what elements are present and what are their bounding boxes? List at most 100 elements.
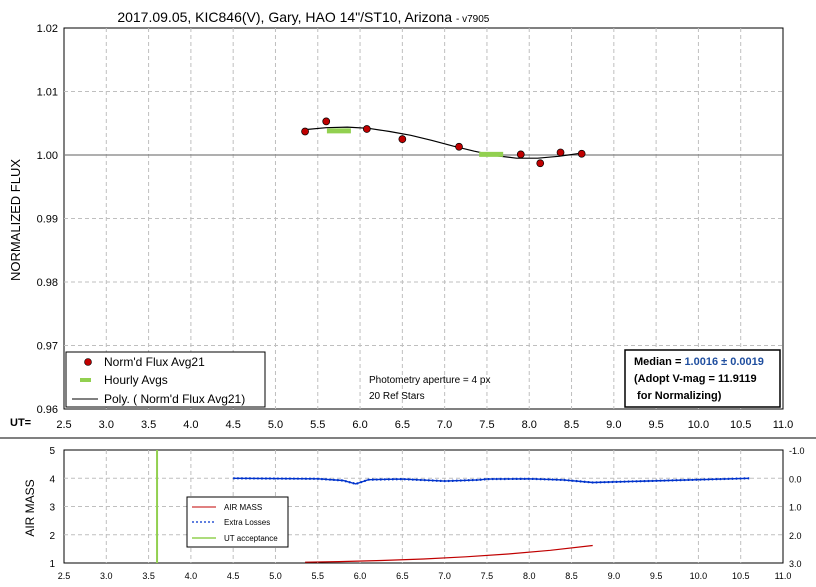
extra-losses-points: [233, 477, 750, 486]
flux-x-tick-label: 9.0: [606, 419, 621, 431]
flux-x-tick-label: 4.0: [183, 419, 198, 431]
airmass-x-tick-label: 8.0: [523, 571, 536, 581]
airmass-x-tick-label: 2.5: [58, 571, 71, 581]
legend-poly-label: Poly. ( Norm'd Flux Avg21): [104, 392, 245, 406]
losses-y-ticks: -1.0 0.0 1.0 2.0 3.0: [789, 446, 805, 569]
airmass-y-tick-label: 5: [49, 446, 55, 457]
airmass-panel: 5 4 3 2 1 -1.0 0.0 1.0 2.0 3.0 2.5 3.0 3.5 4.0 4.5 5.…: [23, 446, 805, 581]
green-dash-icon: [80, 378, 91, 382]
flux-point: [556, 148, 565, 157]
airmass-x-tick-label: 11.0: [775, 571, 792, 581]
airmass-legend: AIR MASS Extra Losses UT acceptance: [186, 496, 289, 548]
flux-x-tick-label: 10.5: [730, 419, 751, 431]
flux-x-tick-label: 5.5: [310, 419, 325, 431]
airmass-y-tick-label: 2: [49, 531, 55, 542]
flux-point: [301, 127, 309, 136]
flux-x-tick-label: 2.5: [56, 419, 71, 431]
legend-airmass-label: AIR MASS: [224, 503, 262, 512]
airmass-x-tick-label: 5.5: [312, 571, 325, 581]
median-value: 1.0016 ± 0.0019: [684, 356, 763, 368]
flux-x-tick-label: 3.0: [99, 419, 114, 431]
flux-x-tick-label: 6.0: [352, 419, 367, 431]
legend-flux-label: Norm'd Flux Avg21: [104, 355, 205, 369]
airmass-x-tick-label: 6.0: [354, 571, 367, 581]
airmass-x-tick-label: 3.5: [142, 571, 155, 581]
flux-point: [398, 135, 407, 143]
airmass-y-tick-label: 4: [49, 474, 55, 485]
airmass-x-tick-label: 4.5: [227, 571, 240, 581]
flux-point: [322, 117, 331, 126]
flux-grid: [64, 28, 783, 409]
airmass-line: [305, 544, 593, 563]
flux-y-tick-label: 1.01: [37, 87, 58, 99]
airmass-x-tick-label: 6.5: [396, 571, 409, 581]
airmass-y-axis-label: AIR MASS: [23, 479, 37, 536]
median-label: Median =: [634, 356, 684, 368]
hourly-avg-marker: [326, 128, 351, 134]
flux-x-tick-label: 9.5: [648, 419, 663, 431]
flux-x-tick-label: 8.5: [564, 419, 579, 431]
flux-series: [301, 117, 586, 168]
flux-x-tick-label: 7.0: [437, 419, 452, 431]
flux-y-tick-label: 0.96: [37, 404, 58, 416]
flux-x-tick-label: 3.5: [141, 419, 156, 431]
losses-y-tick-label: 0.0: [789, 474, 802, 484]
flux-y-tick-label: 0.98: [37, 277, 58, 289]
flux-panel: 1.02 1.01 1.00 0.99 0.98 0.97 0.96 2.5 3.0 3.5 4.…: [8, 23, 793, 431]
flux-y-tick-label: 1.02: [37, 23, 58, 35]
airmass-x-ticks: 2.5 3.0 3.5 4.0 4.5 5.0 5.5 6.0 6.5 7.0 7.5 8.0 8.5 9…: [58, 571, 792, 581]
flux-x-tick-label: 10.0: [688, 419, 709, 431]
normalizing-text: for Normalizing): [634, 390, 722, 402]
flux-y-tick-label: 1.00: [37, 150, 58, 162]
legend-hourly-label: Hourly Avgs: [104, 373, 168, 387]
flux-point: [455, 142, 463, 151]
airmass-x-tick-label: 3.0: [100, 571, 113, 581]
flux-point: [362, 125, 371, 133]
airmass-y-tick-label: 3: [49, 503, 55, 514]
airmass-x-tick-label: 4.0: [185, 571, 198, 581]
adopt-vmag-text: (Adopt V-mag = 11.9119: [634, 373, 757, 385]
airmass-x-tick-label: 9.5: [650, 571, 663, 581]
red-dot-icon: [84, 358, 92, 366]
flux-point: [577, 149, 586, 158]
airmass-x-tick-label: 7.5: [481, 571, 494, 581]
legend-ut-accept-label: UT acceptance: [224, 534, 278, 543]
legend-losses-label: Extra Losses: [224, 518, 270, 527]
airmass-y-tick-label: 1: [49, 559, 55, 570]
flux-x-tick-label: 6.5: [395, 419, 410, 431]
svg-text:Median = 1.0016 ± 0.0019: Median = 1.0016 ± 0.0019: [634, 356, 764, 368]
flux-point: [536, 159, 545, 168]
airmass-x-tick-label: 10.0: [690, 571, 708, 581]
hourly-avg-marker: [479, 151, 504, 157]
ut-label: UT=: [10, 417, 31, 429]
losses-y-tick-label: 2.0: [789, 531, 802, 541]
flux-x-tick-label: 11.0: [773, 419, 794, 431]
flux-x-tick-label: 5.0: [268, 419, 283, 431]
flux-x-tick-label: 8.0: [522, 419, 537, 431]
flux-x-tick-label: 4.5: [226, 419, 241, 431]
flux-legend: Norm'd Flux Avg21 Hourly Avgs Poly. ( No…: [65, 351, 266, 408]
aperture-note: Photometry aperture = 4 px: [369, 375, 490, 386]
flux-point: [516, 150, 525, 159]
median-box: Median = 1.0016 ± 0.0019 (Adopt V-mag = …: [624, 349, 781, 408]
airmass-x-tick-label: 7.0: [438, 571, 451, 581]
airmass-x-tick-label: 10.5: [732, 571, 750, 581]
airmass-x-tick-label: 5.0: [269, 571, 282, 581]
ref-stars-note: 20 Ref Stars: [369, 391, 425, 402]
flux-x-ticks: 2.5 3.0 3.5 4.0 4.5 5.0 5.5 6.0 6.5 7.0 7.5 8.0 8.5 9…: [56, 419, 793, 431]
poly-fit-line: [305, 126, 582, 159]
losses-y-tick-label: 1.0: [789, 503, 802, 513]
flux-y-tick-label: 0.99: [37, 214, 58, 226]
flux-y-ticks: 1.02 1.01 1.00 0.99 0.98 0.97 0.96: [37, 23, 58, 416]
flux-y-axis-label: NORMALIZED FLUX: [8, 159, 23, 281]
losses-y-tick-label: 3.0: [789, 559, 802, 569]
losses-y-tick-label: -1.0: [789, 446, 805, 456]
airmass-x-tick-label: 8.5: [565, 571, 578, 581]
airmass-x-tick-label: 9.0: [608, 571, 621, 581]
chart-title: 2017.09.05, KIC846(V), Gary, HAO 14"/ST1…: [117, 9, 452, 25]
airmass-y-ticks: 5 4 3 2 1: [49, 446, 55, 570]
flux-y-tick-label: 0.97: [37, 341, 58, 353]
flux-x-tick-label: 7.5: [479, 419, 494, 431]
chart-title-version: - v7905: [456, 14, 490, 25]
